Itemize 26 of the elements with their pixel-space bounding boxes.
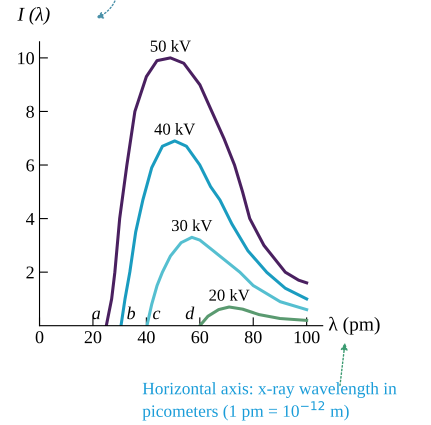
x-tick-label: 40 [138, 331, 155, 344]
annotation: c [153, 310, 160, 320]
y-tick-label: 10 [18, 52, 34, 64]
y-axis-title: I (λ) [17, 6, 50, 25]
annotation: a [92, 310, 100, 320]
series-label: 40 kV [154, 123, 196, 135]
line-series [198, 305, 308, 326]
line-series [104, 56, 308, 326]
y-tick-label: 6 [26, 159, 34, 172]
x-tick-label: 60 [192, 331, 208, 344]
text: Horizontal axis: x-ray wavelength in picometers (1 pm = 10$^{−12}$ m) [142, 382, 397, 420]
y-tick-label: 2 [26, 266, 34, 278]
annotation: b [127, 306, 136, 320]
y-tick-label: 4 [26, 212, 34, 225]
series-label: 50 kV [150, 40, 191, 52]
x-tick-label: 0 [36, 331, 44, 344]
line-series [145, 236, 308, 326]
series-label: 20 kV [209, 289, 250, 301]
x-tick-label: 80 [244, 331, 262, 344]
line-series [119, 139, 308, 326]
annotation: d [186, 306, 194, 320]
x-tick-label: 20 [84, 331, 102, 344]
x-axis-title: λ (pm) [328, 316, 380, 335]
x-tick-label: 100 [294, 331, 320, 344]
y-tick-label: 8 [26, 106, 34, 118]
series-label: 30 kV [172, 219, 212, 232]
